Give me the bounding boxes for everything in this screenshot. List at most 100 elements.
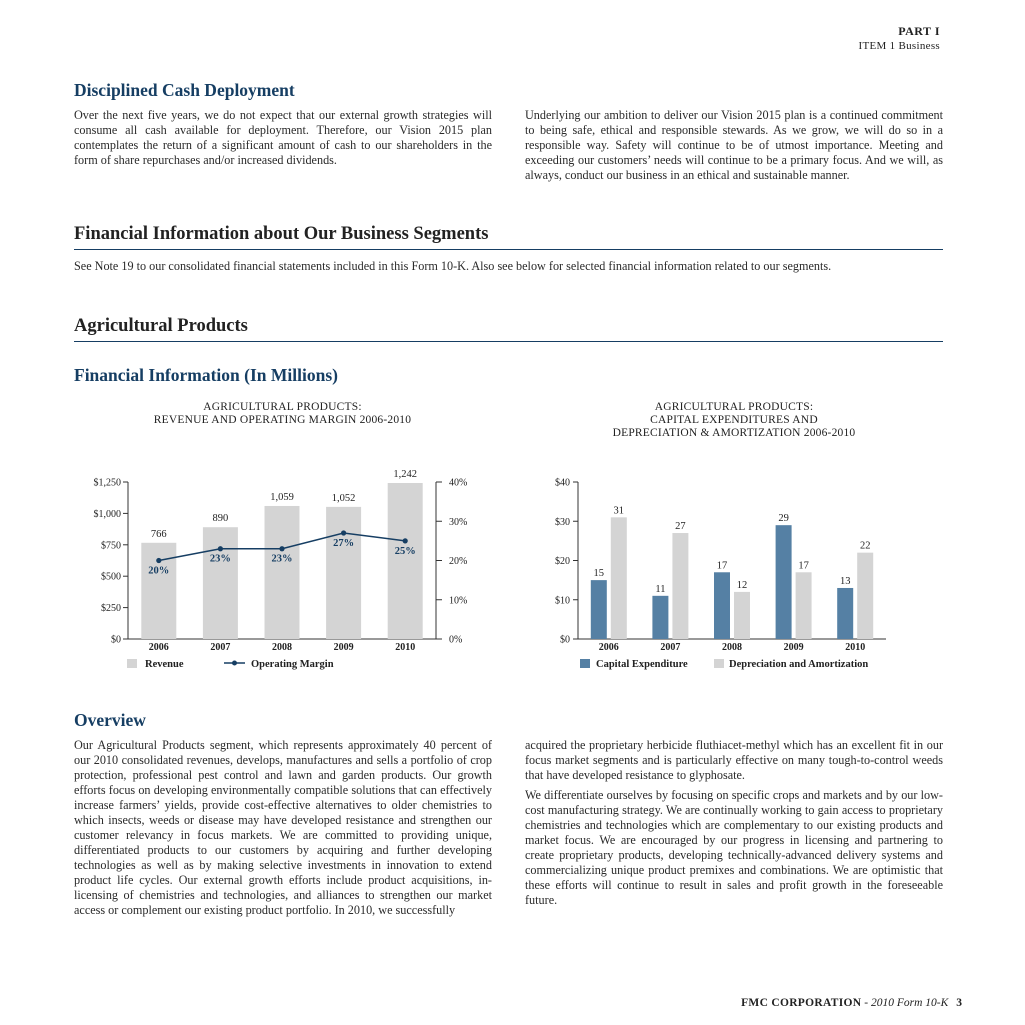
part-label: PART I <box>898 24 940 38</box>
footer-company: FMC CORPORATION <box>741 997 862 1009</box>
x-tick-label: 2009 <box>334 642 354 653</box>
capex-data-label: 29 <box>778 513 789 524</box>
y-tick-label: $40 <box>555 478 570 489</box>
depreciation-bar <box>672 533 689 639</box>
capex-bar <box>590 580 607 639</box>
revenue-bar <box>326 506 362 639</box>
page-number: 3 <box>956 997 962 1009</box>
x-tick-label: 2007 <box>210 642 230 653</box>
revenue-data-label: 890 <box>213 513 229 524</box>
financial-info-heading: Financial Information (In Millions) <box>74 365 338 385</box>
overview-heading: Overview <box>74 710 146 730</box>
depreciation-data-label: 12 <box>737 580 748 591</box>
depreciation-data-label: 31 <box>614 505 625 516</box>
y-tick-label: $30 <box>555 517 570 528</box>
depreciation-bar <box>857 552 874 639</box>
capex-chart-title-line: CAPITAL EXPENDITURES AND <box>650 414 818 426</box>
x-tick-label: 2010 <box>395 642 415 653</box>
depreciation-data-label: 22 <box>860 541 871 552</box>
operating-margin-label: 27% <box>333 538 354 549</box>
revenue-bar <box>202 527 238 639</box>
operating-margin-point <box>341 530 347 536</box>
cash-deployment-col1: Over the next five years, we do not expe… <box>74 108 492 167</box>
legend-label-depreciation: Depreciation and Amortization <box>729 659 868 670</box>
y2-tick-label: 20% <box>449 556 467 567</box>
revenue-chart-title-line: AGRICULTURAL PRODUCTS: <box>203 401 362 413</box>
cash-deployment-heading: Disciplined Cash Deployment <box>74 80 295 100</box>
x-tick-label: 2008 <box>722 642 742 653</box>
operating-margin-label: 23% <box>210 554 231 565</box>
footer-form: 2010 Form 10-K <box>870 997 949 1009</box>
overview-col1: Our Agricultural Products segment, which… <box>74 738 492 917</box>
revenue-data-label: 1,059 <box>270 492 294 503</box>
capex-bar <box>837 587 854 639</box>
y-tick-label: $20 <box>555 556 570 567</box>
revenue-bar <box>264 505 300 639</box>
y-tick-label: $1,250 <box>94 478 122 489</box>
depreciation-data-label: 27 <box>675 521 686 532</box>
legend-label-margin: Operating Margin <box>251 659 334 670</box>
overview-col2-para2: We differentiate ourselves by focusing o… <box>525 788 943 907</box>
revenue-data-label: 1,242 <box>393 469 417 480</box>
revenue-bar <box>387 483 423 639</box>
y2-tick-label: 40% <box>449 478 467 489</box>
legend-swatch-capex <box>580 659 590 668</box>
segments-text: See Note 19 to our consolidated financia… <box>74 259 832 273</box>
capex-chart-title: AGRICULTURAL PRODUCTS: CAPITAL EXPENDITU… <box>534 401 934 440</box>
legend-swatch-depreciation <box>714 659 724 668</box>
capex-data-label: 15 <box>594 568 605 579</box>
y-tick-label: $0 <box>560 635 570 646</box>
capex-data-label: 17 <box>717 560 728 571</box>
depreciation-bar <box>795 572 812 639</box>
footer-separator: - <box>861 997 871 1009</box>
capex-bar <box>714 572 730 639</box>
legend-marker-margin <box>232 660 237 666</box>
depreciation-data-label: 17 <box>798 560 809 571</box>
depreciation-bar <box>734 591 750 639</box>
capex-chart-title-line: AGRICULTURAL PRODUCTS: <box>654 401 814 413</box>
item-label: ITEM 1 Business <box>858 40 940 52</box>
operating-margin-point <box>279 546 285 552</box>
legend-swatch-revenue <box>127 659 137 668</box>
capex-bar <box>652 595 669 639</box>
operating-margin-label: 20% <box>148 566 169 577</box>
y2-tick-label: 30% <box>449 517 467 528</box>
capex-data-label: 13 <box>840 576 851 587</box>
agricultural-products-heading: Agricultural Products <box>74 316 943 342</box>
overview-col2-para1: acquired the proprietary herbicide fluth… <box>525 738 943 782</box>
legend-label-capex: Capital Expenditure <box>596 659 688 670</box>
y2-tick-label: 10% <box>449 595 467 606</box>
capex-bar <box>775 525 792 639</box>
operating-margin-point <box>156 557 162 564</box>
cash-deployment-col2: Underlying our ambition to deliver our V… <box>525 108 943 182</box>
y2-tick-label: 0% <box>449 635 462 646</box>
revenue-data-label: 1,052 <box>332 493 356 504</box>
capex-chart-title-line: DEPRECIATION & AMORTIZATION 2006-2010 <box>612 427 856 439</box>
revenue-chart-title: AGRICULTURAL PRODUCTS: REVENUE AND OPERA… <box>80 401 485 427</box>
y-tick-label: $500 <box>101 572 121 583</box>
x-tick-label: 2008 <box>272 642 292 653</box>
operating-margin-point <box>402 538 408 544</box>
page-header: PART I ITEM 1 Business <box>859 24 941 52</box>
x-tick-label: 2007 <box>660 642 680 653</box>
operating-margin-point <box>217 546 223 552</box>
capex-data-label: 11 <box>655 584 665 595</box>
x-tick-label: 2009 <box>784 642 804 653</box>
y-tick-label: $250 <box>101 603 121 614</box>
x-tick-label: 2010 <box>845 642 865 653</box>
depreciation-bar <box>610 517 627 639</box>
y-tick-label: $0 <box>111 635 121 646</box>
y-tick-label: $1,000 <box>94 509 122 520</box>
y-tick-label: $750 <box>101 540 121 551</box>
x-tick-label: 2006 <box>149 642 169 653</box>
page-footer: FMC CORPORATION - 2010 Form 10-K 3 <box>741 997 962 1009</box>
operating-margin-label: 23% <box>272 554 293 565</box>
x-tick-label: 2006 <box>599 642 619 653</box>
overview-col2: acquired the proprietary herbicide fluth… <box>525 738 943 908</box>
revenue-chart-title-line: REVENUE AND OPERATING MARGIN 2006-2010 <box>153 414 412 426</box>
legend-label-revenue: Revenue <box>145 659 184 670</box>
segments-heading: Financial Information about Our Business… <box>74 224 943 250</box>
revenue-data-label: 766 <box>151 529 167 540</box>
